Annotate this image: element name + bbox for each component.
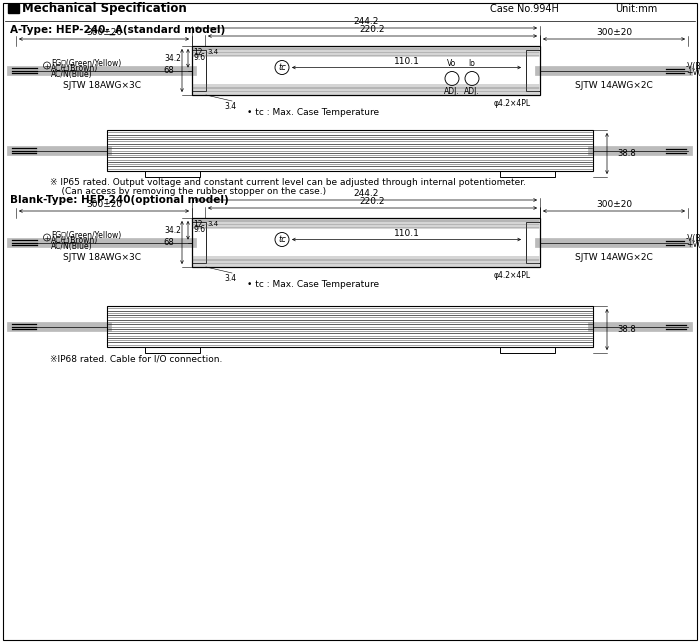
Text: 12: 12 <box>193 220 202 229</box>
Text: 300±20: 300±20 <box>86 28 122 37</box>
Text: Blank-Type: HEP-240(optional model): Blank-Type: HEP-240(optional model) <box>10 195 229 205</box>
Bar <box>192 50 206 91</box>
Text: 110.1: 110.1 <box>393 228 419 237</box>
Text: SJTW 18AWG×3C: SJTW 18AWG×3C <box>63 80 141 89</box>
Bar <box>500 171 555 177</box>
Text: 34.2: 34.2 <box>164 226 181 235</box>
Text: Mechanical Specification: Mechanical Specification <box>22 2 187 15</box>
Text: AC/N(Blue): AC/N(Blue) <box>51 70 92 79</box>
Text: 68: 68 <box>163 66 174 75</box>
Text: Io: Io <box>468 60 475 69</box>
Bar <box>8 4 19 13</box>
Text: 34.2: 34.2 <box>164 54 181 63</box>
Bar <box>500 347 555 353</box>
Text: 300±20: 300±20 <box>86 200 122 209</box>
Text: 3.4: 3.4 <box>207 221 218 227</box>
Text: AC/L(Brown): AC/L(Brown) <box>51 64 98 73</box>
Bar <box>526 50 540 91</box>
Text: ADJ.: ADJ. <box>464 87 480 96</box>
Text: FG⓪(Green/Yellow): FG⓪(Green/Yellow) <box>51 58 121 67</box>
Text: Unit:mm: Unit:mm <box>615 3 657 14</box>
Text: +V(Red): +V(Red) <box>686 240 700 249</box>
Text: +V(Red): +V(Red) <box>686 68 700 77</box>
Text: ※ IP65 rated. Output voltage and constant current level can be adjusted through : ※ IP65 rated. Output voltage and constan… <box>50 178 526 187</box>
Bar <box>107 306 593 347</box>
Bar <box>192 46 540 95</box>
Text: AC/L(Brown): AC/L(Brown) <box>51 236 98 245</box>
Text: 38.8: 38.8 <box>617 325 636 334</box>
Text: FG⓪(Green/Yellow): FG⓪(Green/Yellow) <box>51 230 121 239</box>
Text: tc: tc <box>278 63 286 72</box>
Text: 38.8: 38.8 <box>617 149 636 158</box>
Text: 3.4: 3.4 <box>207 49 218 55</box>
Text: 300±20: 300±20 <box>596 28 632 37</box>
Text: 9.6: 9.6 <box>193 225 205 234</box>
Text: • tc : Max. Case Temperature: • tc : Max. Case Temperature <box>247 108 379 117</box>
Text: φ4.2×4PL: φ4.2×4PL <box>494 99 531 108</box>
Text: 244.2: 244.2 <box>354 189 379 198</box>
Text: -V(Black): -V(Black) <box>686 62 700 71</box>
Text: SJTW 14AWG×2C: SJTW 14AWG×2C <box>575 253 653 262</box>
Text: AC/N(Blue): AC/N(Blue) <box>51 242 92 251</box>
Text: 110.1: 110.1 <box>393 57 419 66</box>
Text: ADJ.: ADJ. <box>444 87 460 96</box>
Text: Case No.994H: Case No.994H <box>490 3 559 14</box>
Text: • tc : Max. Case Temperature: • tc : Max. Case Temperature <box>247 280 379 289</box>
Text: A-Type: HEP-240-_A(standard model): A-Type: HEP-240-_A(standard model) <box>10 25 225 35</box>
Text: 12: 12 <box>193 48 202 57</box>
Text: 3.4: 3.4 <box>224 102 236 111</box>
Bar <box>145 347 200 353</box>
Bar <box>526 222 540 263</box>
Bar <box>107 130 593 171</box>
Text: 3.4: 3.4 <box>224 274 236 283</box>
Text: 244.2: 244.2 <box>354 17 379 26</box>
Text: (Can access by removing the rubber stopper on the case.): (Can access by removing the rubber stopp… <box>50 187 326 196</box>
Text: -V(Black): -V(Black) <box>686 234 700 243</box>
Text: ※IP68 rated. Cable for I/O connection.: ※IP68 rated. Cable for I/O connection. <box>50 355 223 364</box>
Text: 300±20: 300±20 <box>596 200 632 209</box>
Text: 68: 68 <box>163 238 174 247</box>
Text: 9.6: 9.6 <box>193 53 205 62</box>
Bar <box>145 171 200 177</box>
Text: 220.2: 220.2 <box>360 197 385 206</box>
Text: tc: tc <box>278 235 286 244</box>
Text: Vo: Vo <box>447 60 456 69</box>
Text: SJTW 18AWG×3C: SJTW 18AWG×3C <box>63 253 141 262</box>
Bar <box>192 218 540 267</box>
Bar <box>192 222 206 263</box>
Text: 220.2: 220.2 <box>360 25 385 34</box>
Text: SJTW 14AWG×2C: SJTW 14AWG×2C <box>575 80 653 89</box>
Text: φ4.2×4PL: φ4.2×4PL <box>494 271 531 280</box>
